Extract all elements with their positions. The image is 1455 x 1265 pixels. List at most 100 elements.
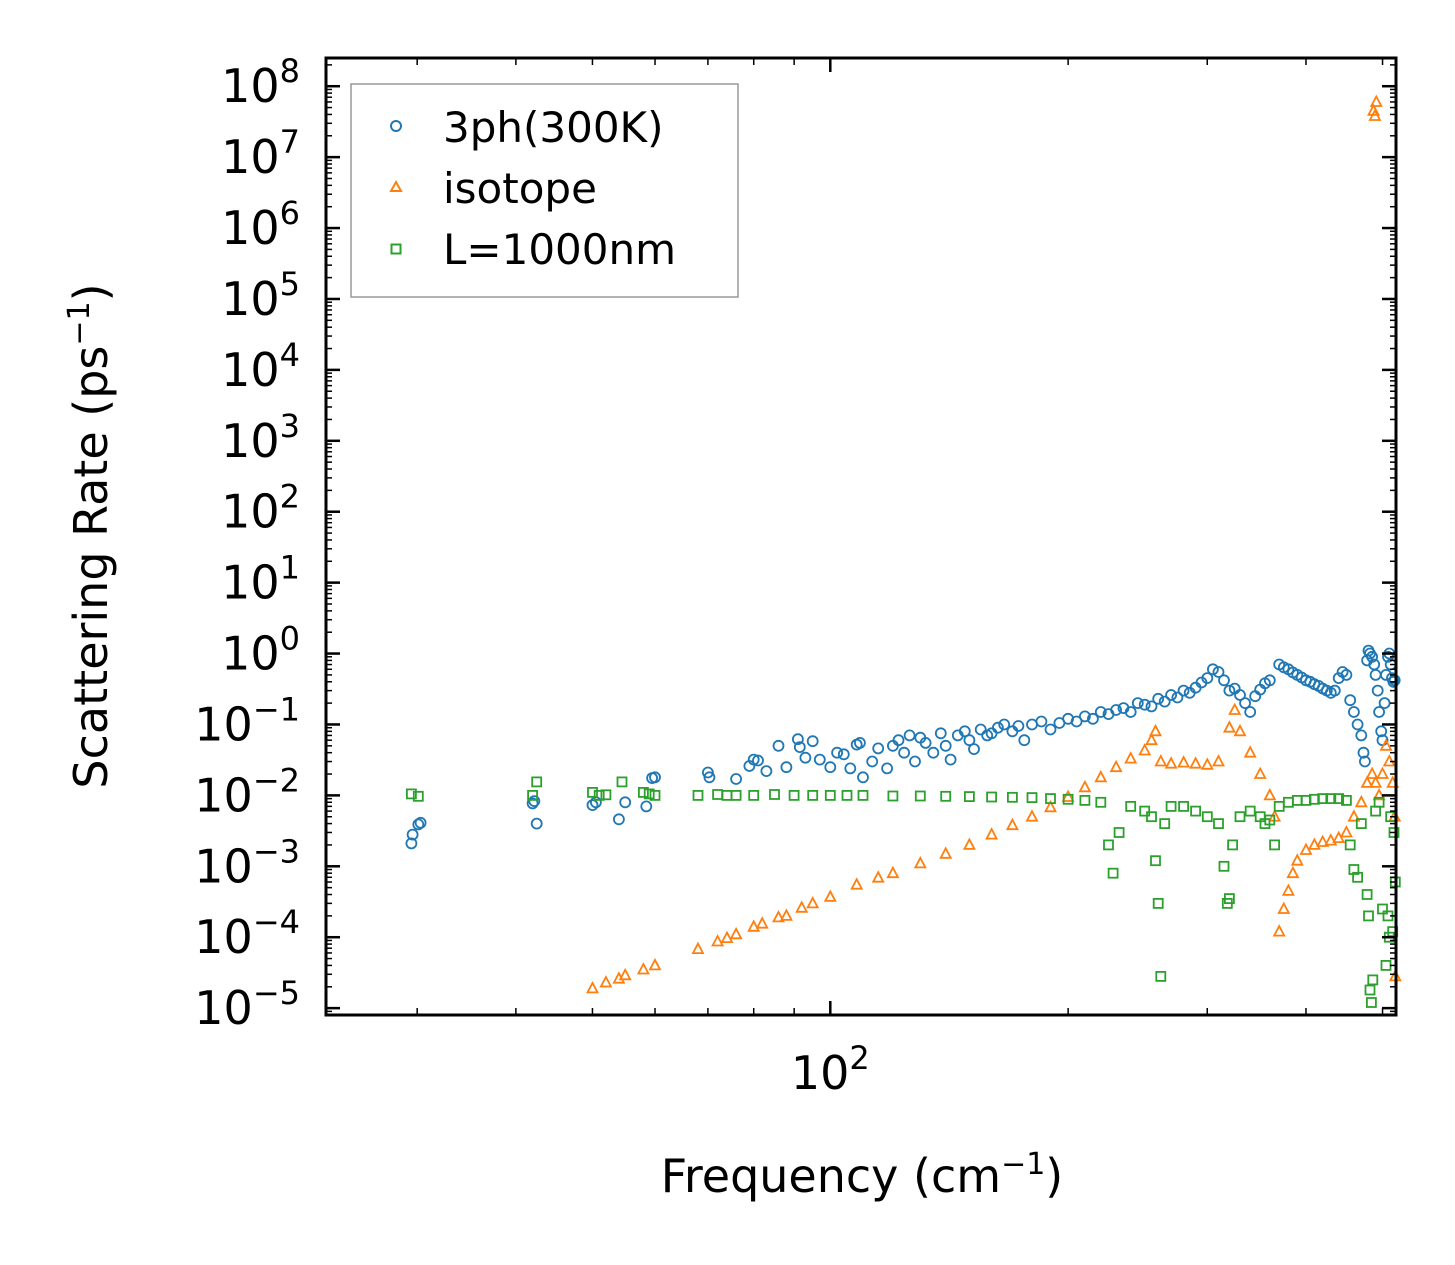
point-s1-9 [729,926,743,940]
point-s0-137 [1387,675,1400,688]
point-s2-1 [412,790,424,802]
point-s1-65 [1376,766,1389,779]
point-s1-59 [1347,809,1361,822]
point-s0-11 [640,800,653,813]
point-s0-97 [1263,674,1276,687]
x-axis-label: Frequency (cm−1) [661,1147,1064,1203]
point-s2-73 [1364,984,1376,996]
point-s0-28 [824,761,837,774]
point-s0-29 [831,746,843,759]
point-s1-66 [1379,738,1393,751]
point-s1-38 [1189,756,1203,769]
point-s2-8 [638,787,649,798]
legend-label-boundary: L=1000nm [443,225,676,274]
point-s0-79 [1165,689,1177,701]
point-s1-67 [1382,754,1396,767]
point-s0-4 [526,797,539,810]
point-s2-16 [769,789,780,800]
x-tick-label-0: 102 [791,1039,870,1100]
point-s0-18 [747,753,760,766]
point-s2-21 [857,790,869,801]
point-s0-50 [958,725,971,738]
point-s2-38 [1146,811,1157,823]
point-s0-38 [887,739,899,752]
legend-marker-isotope [389,179,403,192]
point-s2-19 [824,790,836,801]
point-s0-51 [963,734,976,747]
point-s2-0 [405,788,417,800]
point-s2-18 [807,790,819,801]
point-s0-128 [1373,706,1385,718]
point-s2-15 [748,790,760,801]
point-s0-81 [1177,684,1190,697]
point-s0-60 [1018,734,1031,747]
point-s0-63 [1044,723,1057,736]
point-s1-27 [1061,789,1075,802]
point-s0-68 [1087,712,1099,725]
point-s0-48 [944,753,957,766]
y-tick-label-8: 103 [221,407,300,468]
point-s0-0 [405,837,418,850]
point-s1-30 [1109,759,1123,773]
point-s0-44 [919,737,932,749]
point-s0-73 [1124,706,1137,718]
point-s1-29 [1094,769,1108,783]
point-s2-27 [1007,791,1018,803]
point-s0-35 [866,755,879,768]
point-s0-114 [1340,669,1353,681]
point-s1-33 [1145,732,1158,746]
point-s0-22 [780,761,793,774]
point-s2-65 [1333,793,1345,804]
point-s1-37 [1177,755,1191,768]
point-s0-9 [613,813,625,826]
point-s2-25 [964,791,975,802]
point-s1-52 [1290,853,1304,866]
point-s1-63 [1369,775,1383,788]
point-s0-66 [1070,715,1083,728]
point-s2-6 [600,789,612,801]
y-tick-label-6: 101 [221,549,300,610]
point-s2-32 [1095,796,1107,808]
point-s0-34 [857,771,869,784]
point-s2-13 [721,790,733,801]
point-s2-47 [1213,818,1224,829]
point-s2-28 [1026,792,1038,803]
point-s1-21 [939,846,953,859]
y-tick-label-13: 108 [221,52,300,113]
point-s2-76 [1370,805,1381,817]
point-s1-43 [1233,723,1247,737]
point-s0-10 [619,796,632,809]
point-s0-36 [872,742,885,755]
point-s2-48 [1218,860,1230,872]
point-s0-20 [760,765,773,777]
point-s0-45 [927,746,940,759]
point-s0-25 [799,751,812,764]
point-s0-40 [898,746,910,759]
point-s2-43 [1165,801,1177,812]
point-s0-92 [1239,697,1251,709]
point-s1-3 [618,967,632,981]
point-s0-37 [881,762,893,775]
point-s0-118 [1355,729,1368,742]
point-s0-23 [792,733,804,746]
point-s0-93 [1244,706,1257,718]
point-s2-79 [1380,960,1392,971]
point-s1-49 [1277,901,1291,914]
point-s1-61 [1360,775,1374,788]
point-s1-35 [1154,754,1168,767]
point-s0-86 [1207,663,1219,676]
point-s1-20 [913,855,927,869]
point-s2-26 [986,791,997,803]
y-axis-label: Scattering Rate (ps−1) [62,283,118,788]
point-s0-61 [1026,718,1038,731]
y-tick-label-1: 10−4 [194,903,300,964]
point-s0-39 [892,734,905,747]
point-s0-15 [703,771,716,784]
point-s2-35 [1113,827,1125,838]
point-s2-50 [1224,893,1235,904]
point-s0-120 [1359,755,1371,768]
point-s2-69 [1352,871,1363,883]
point-s2-72 [1363,910,1374,922]
y-tick-label-3: 10−2 [194,761,300,822]
